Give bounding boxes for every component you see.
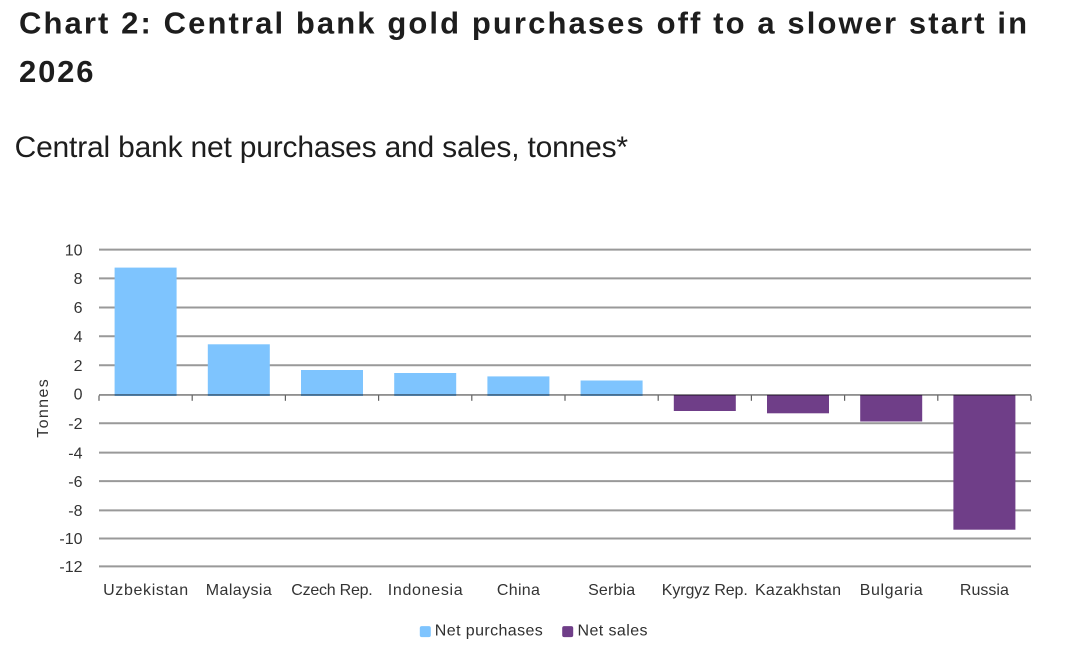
svg-text:-2: -2: [68, 416, 82, 433]
svg-text:10: 10: [65, 242, 83, 259]
svg-text:-6: -6: [68, 474, 82, 491]
svg-text:China: China: [497, 582, 540, 599]
svg-text:Kyrgyz Rep.: Kyrgyz Rep.: [662, 582, 748, 599]
svg-text:2: 2: [74, 358, 83, 375]
svg-text:-12: -12: [59, 559, 82, 576]
svg-text:8: 8: [74, 271, 83, 288]
svg-text:Uzbekistan: Uzbekistan: [103, 582, 188, 599]
svg-text:Chart 2: Central bank gold pur: Chart 2: Central bank gold purchases off…: [19, 6, 1027, 41]
svg-text:6: 6: [74, 300, 83, 317]
svg-text:Russia: Russia: [960, 582, 1009, 599]
svg-text:Czech Rep.: Czech Rep.: [291, 582, 373, 599]
svg-text:-4: -4: [68, 445, 82, 462]
svg-text:2026: 2026: [19, 54, 94, 89]
svg-text:Central bank net purchases and: Central bank net purchases and sales, to…: [15, 131, 629, 164]
svg-text:Malaysia: Malaysia: [206, 582, 272, 599]
svg-text:Serbia: Serbia: [588, 582, 635, 599]
svg-text:Tonnes: Tonnes: [35, 379, 52, 438]
svg-text:Kazakhstan: Kazakhstan: [755, 582, 841, 599]
svg-text:4: 4: [74, 329, 83, 346]
svg-text:-10: -10: [59, 531, 82, 548]
svg-text:Net sales: Net sales: [578, 622, 648, 639]
svg-text:Bulgaria: Bulgaria: [860, 582, 923, 599]
svg-text:Indonesia: Indonesia: [388, 582, 463, 599]
svg-text:-8: -8: [68, 503, 82, 520]
svg-text:0: 0: [74, 387, 83, 404]
svg-text:Net purchases: Net purchases: [435, 622, 543, 639]
